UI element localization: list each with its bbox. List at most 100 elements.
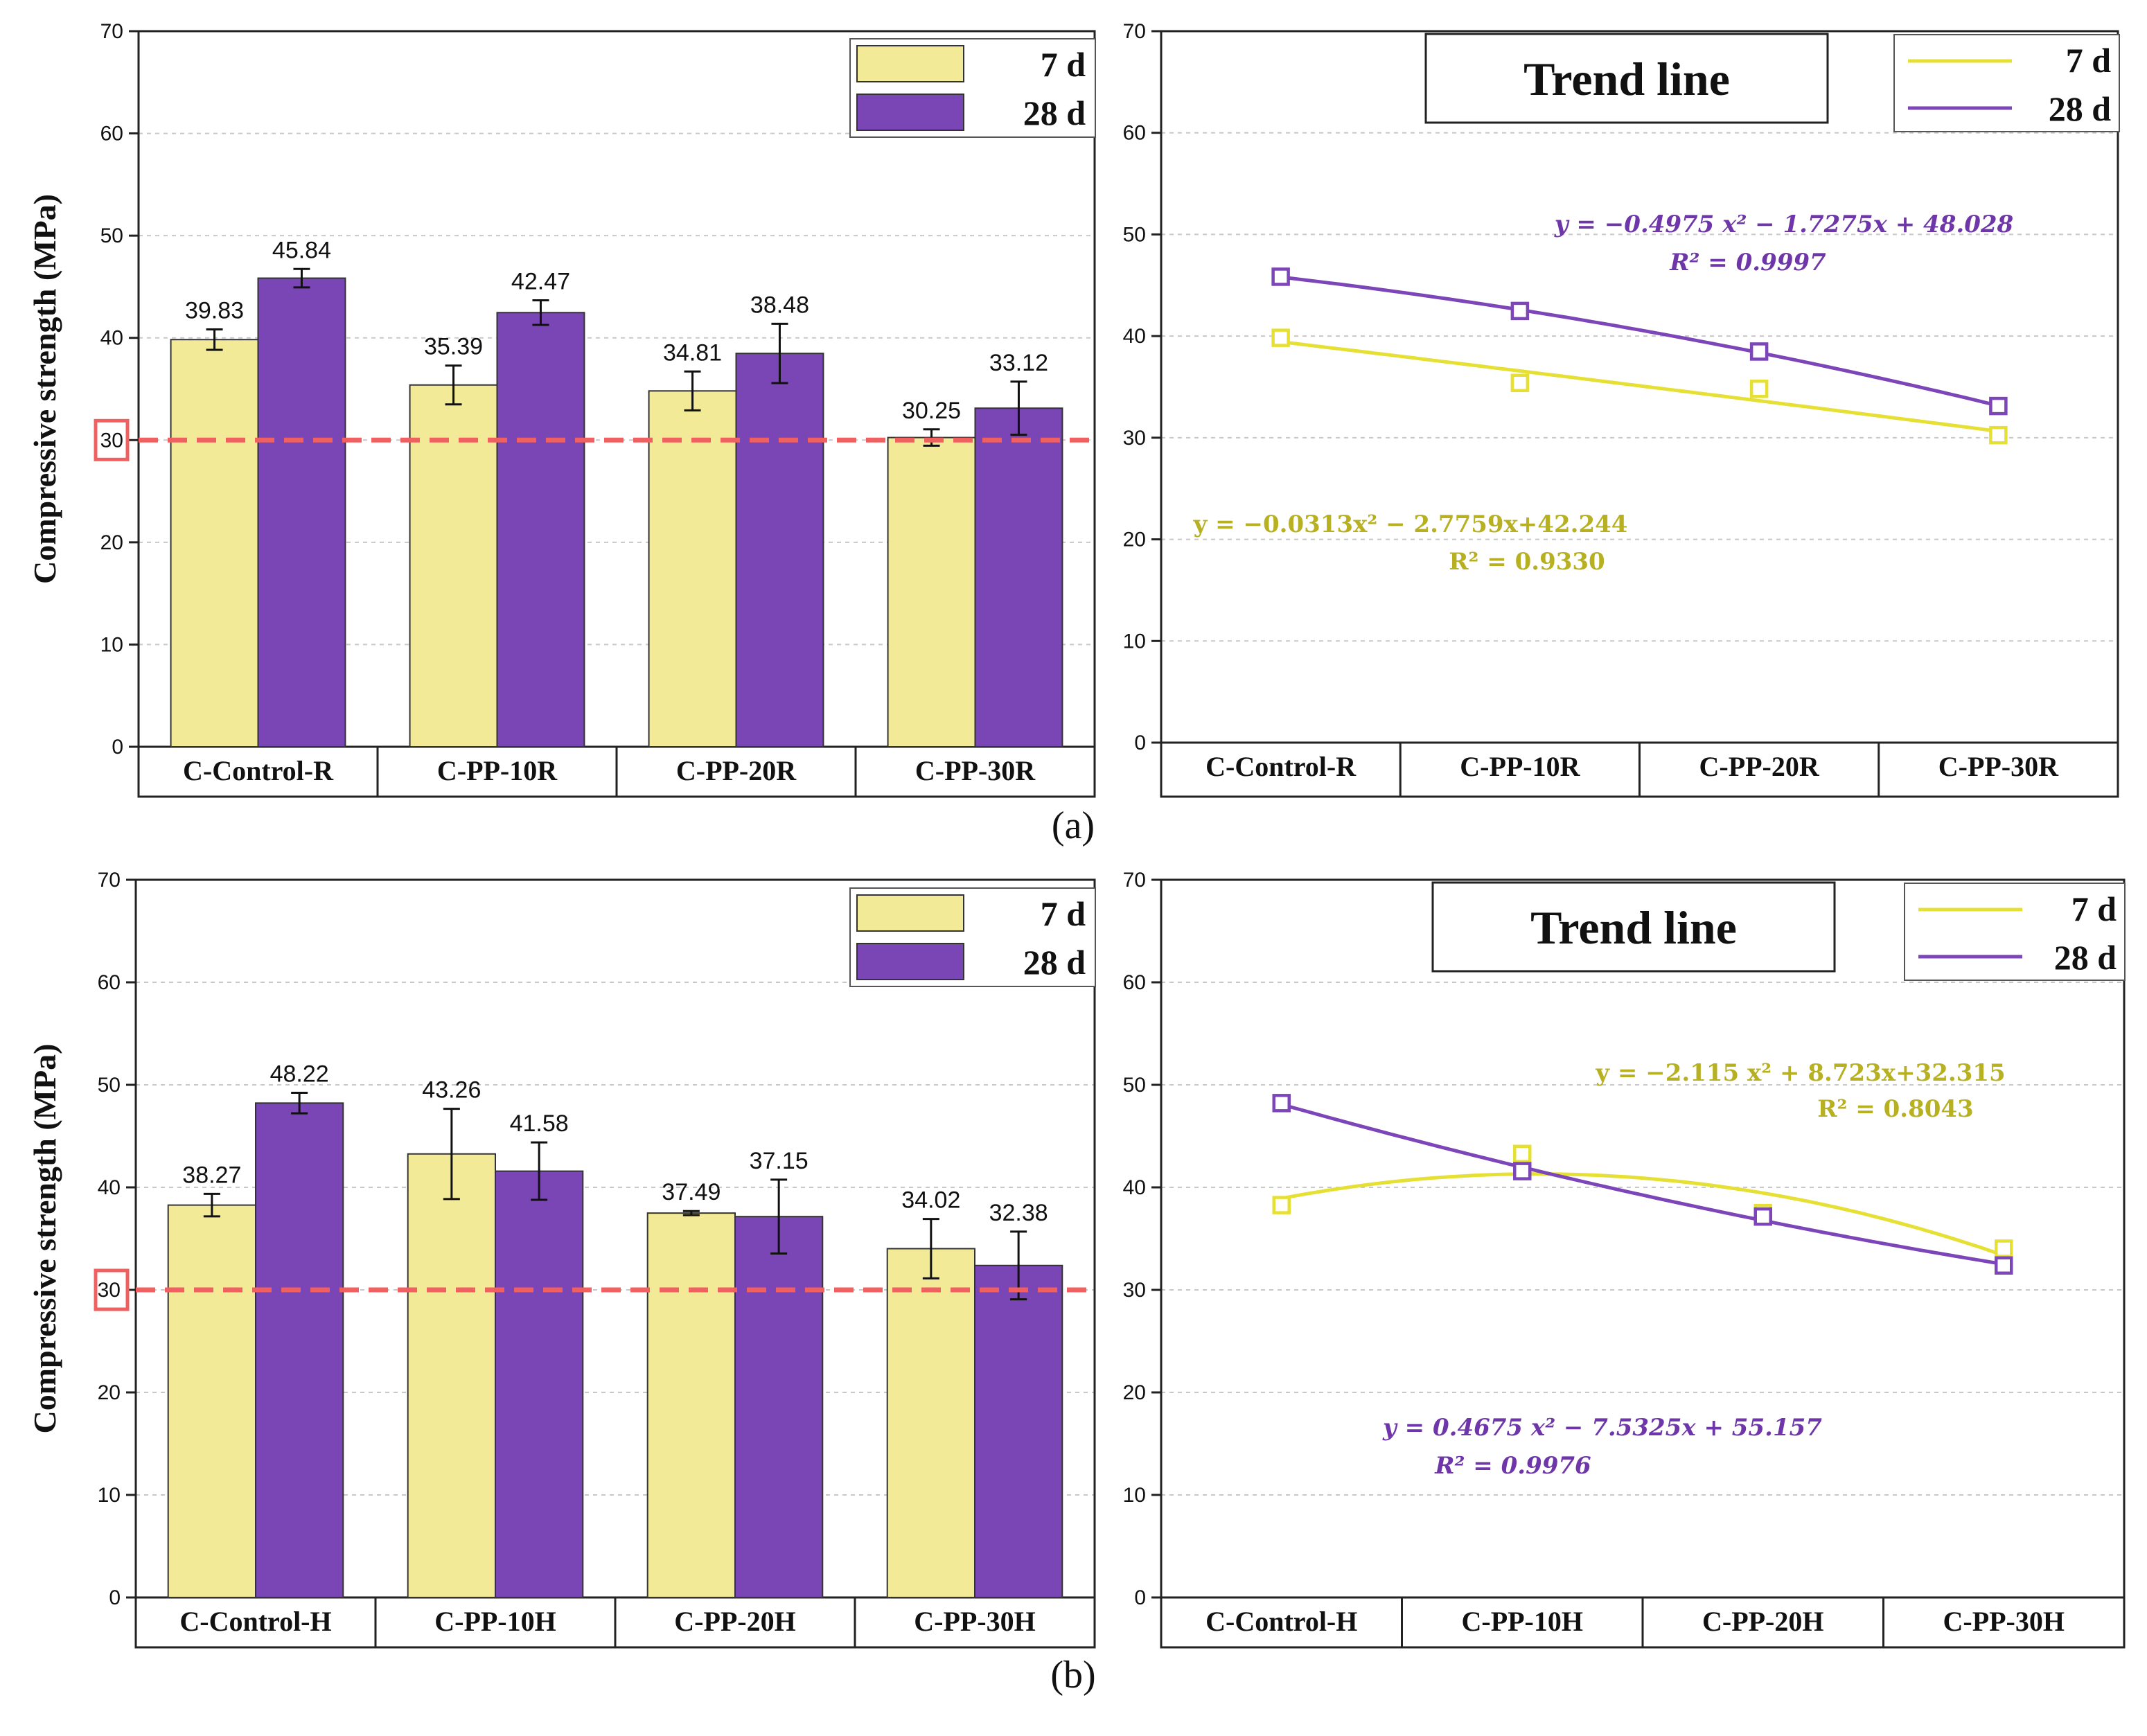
bar-28d-C-PP-20R [735, 353, 824, 747]
trend-curve-7d [1280, 339, 1999, 433]
threshold-highlight-box [94, 418, 130, 461]
line-y-tick-label: 60 [1123, 971, 1146, 994]
r-squared-7d: R² = 0.9330 [1449, 548, 1605, 576]
bar-value-label: 48.22 [270, 1061, 329, 1088]
bar-category-label: C-Control-R [183, 755, 334, 786]
bar-value-label: 37.49 [662, 1179, 721, 1205]
bar-y-tick-label: 30 [98, 1279, 121, 1302]
bar-28d-C-PP-30R [974, 407, 1063, 747]
trend-title-box [1424, 33, 1829, 124]
line-category-label: C-PP-30R [1938, 751, 2059, 782]
bar-y-tick-label: 70 [98, 869, 121, 892]
point-7d-C-PP-10H [1513, 1144, 1532, 1164]
point-7d-C-PP-20R [1749, 380, 1769, 398]
point-7d-C-PP-30H [1995, 1239, 2013, 1258]
trend-curve-28d [1281, 1102, 2004, 1266]
legend-swatch-7d [856, 45, 964, 82]
equation-7d: y = −2.115 x² + 8.723x+32.315 [1595, 1059, 2005, 1087]
legend-label-28d: 28 d [1023, 94, 1086, 132]
bar-28d-C-PP-20H [734, 1216, 824, 1599]
bar-category-label: C-Control-H [179, 1606, 331, 1637]
bar-value-label: 41.58 [510, 1110, 569, 1137]
bar-value-label: 35.39 [424, 334, 483, 360]
point-28d-C-PP-20H [1753, 1207, 1772, 1226]
bar-y-tick-label: 10 [100, 633, 123, 656]
line-category-label: C-PP-20H [1702, 1606, 1824, 1637]
point-28d-C-PP-10H [1513, 1162, 1532, 1180]
trend-title: Trend line [1523, 53, 1730, 105]
y-axis-label: Compressive strength (MPa) [27, 194, 62, 584]
legend-swatch-28d [856, 943, 964, 980]
bar-7d-C-Control-R [170, 339, 259, 747]
equation-28d: y = 0.4675 x² − 7.5325x + 55.157 [1382, 1414, 1822, 1442]
line-y-tick-label: 0 [1134, 1586, 1146, 1609]
threshold-highlight-box [94, 1268, 130, 1311]
line-y-tick-label: 10 [1123, 630, 1146, 653]
bar-y-tick-label: 0 [112, 736, 123, 759]
bar-y-tick-label: 60 [100, 123, 123, 145]
bar-y-tick-label: 20 [98, 1381, 121, 1404]
bar-category-label: C-PP-10R [437, 755, 558, 786]
bar-7d-C-PP-20R [648, 390, 737, 747]
trend-curve-28d [1280, 275, 1999, 407]
point-28d-C-Control-R [1271, 267, 1290, 286]
trend-curve-7d [1281, 1172, 2005, 1257]
point-7d-C-PP-10R [1510, 373, 1530, 393]
bar-28d-C-Control-H [255, 1102, 344, 1598]
equation-28d: y = −0.4975 x² − 1.7275x + 48.028 [1554, 211, 2013, 238]
legend-label-7d: 7 d [1041, 45, 1086, 84]
bar-category-label: C-PP-20H [674, 1606, 796, 1637]
line-y-tick-label: 70 [1123, 869, 1146, 892]
bar-y-tick-label: 40 [98, 1176, 121, 1199]
bar-y-tick-label: 40 [100, 327, 123, 350]
line-y-tick-label: 0 [1134, 732, 1146, 754]
bar-value-label: 45.84 [272, 237, 331, 263]
line-y-tick-label: 20 [1123, 529, 1146, 551]
trend-chart-a: C-Control-R C-PP-10R C-PP-20R C-PP-30R 0 10 20… [1123, 20, 2120, 798]
legend-swatch-7d [856, 894, 964, 932]
point-7d-C-Control-H [1272, 1196, 1291, 1214]
line-y-tick-label: 10 [1123, 1484, 1146, 1507]
r-squared-28d: R² = 0.9976 [1434, 1452, 1591, 1480]
panel-tag-a: (a) [1052, 804, 1095, 847]
bar-value-label: 42.47 [511, 269, 570, 295]
line-category-label: C-PP-10R [1460, 751, 1580, 782]
bar-28d-C-PP-10R [496, 312, 585, 747]
bar-7d-C-PP-10H [407, 1153, 497, 1598]
point-28d-C-PP-10R [1510, 301, 1530, 321]
bar-7d-C-Control-H [167, 1204, 257, 1598]
r-squared-7d: R² = 0.8043 [1817, 1095, 1973, 1123]
trend-title: Trend line [1530, 901, 1737, 954]
bar-value-label: 43.26 [422, 1077, 481, 1104]
line-y-tick-label: 20 [1123, 1381, 1146, 1404]
bar-y-tick-label: 10 [98, 1484, 121, 1507]
trend-chart-b: C-Control-H C-PP-10H C-PP-20H C-PP-30H 0 10 20… [1123, 869, 2126, 1649]
line-y-tick-label: 40 [1123, 325, 1146, 348]
line-category-label: C-PP-30H [1943, 1606, 2065, 1637]
bar-category-label: C-PP-30H [914, 1606, 1036, 1637]
bar-7d-C-PP-30H [886, 1248, 975, 1599]
trend-title-box [1431, 881, 1836, 973]
r-squared-28d: R² = 0.9997 [1669, 249, 1826, 276]
bar-value-label: 38.48 [750, 292, 809, 318]
bar-y-tick-label: 70 [100, 20, 123, 43]
legend-label-7d: 7 d [2066, 41, 2112, 80]
legend-label-28d: 28 d [1023, 943, 1086, 982]
bar-category-label: C-PP-20R [676, 755, 797, 786]
bar-value-label: 32.38 [989, 1200, 1048, 1226]
point-28d-C-PP-30R [1989, 396, 2008, 416]
line-category-label: C-Control-H [1205, 1606, 1357, 1637]
legend-label-7d: 7 d [2071, 889, 2117, 928]
bar-7d-C-PP-20H [646, 1212, 736, 1598]
bar-value-label: 39.83 [185, 297, 244, 324]
bar-chart-a: C-Control-R C-PP-10R C-PP-20R C-PP-30R 0 10 20… [27, 20, 1096, 798]
bar-y-tick-label: 50 [100, 224, 123, 247]
bar-value-label: 38.27 [182, 1162, 241, 1188]
line-category-label: C-PP-20R [1699, 751, 1819, 782]
bar-y-tick-label: 0 [109, 1586, 121, 1609]
bar-y-tick-label: 60 [98, 971, 121, 994]
bar-7d-C-PP-30R [887, 436, 976, 747]
line-category-label: C-PP-10H [1461, 1606, 1583, 1637]
line-legend [1904, 883, 2126, 981]
